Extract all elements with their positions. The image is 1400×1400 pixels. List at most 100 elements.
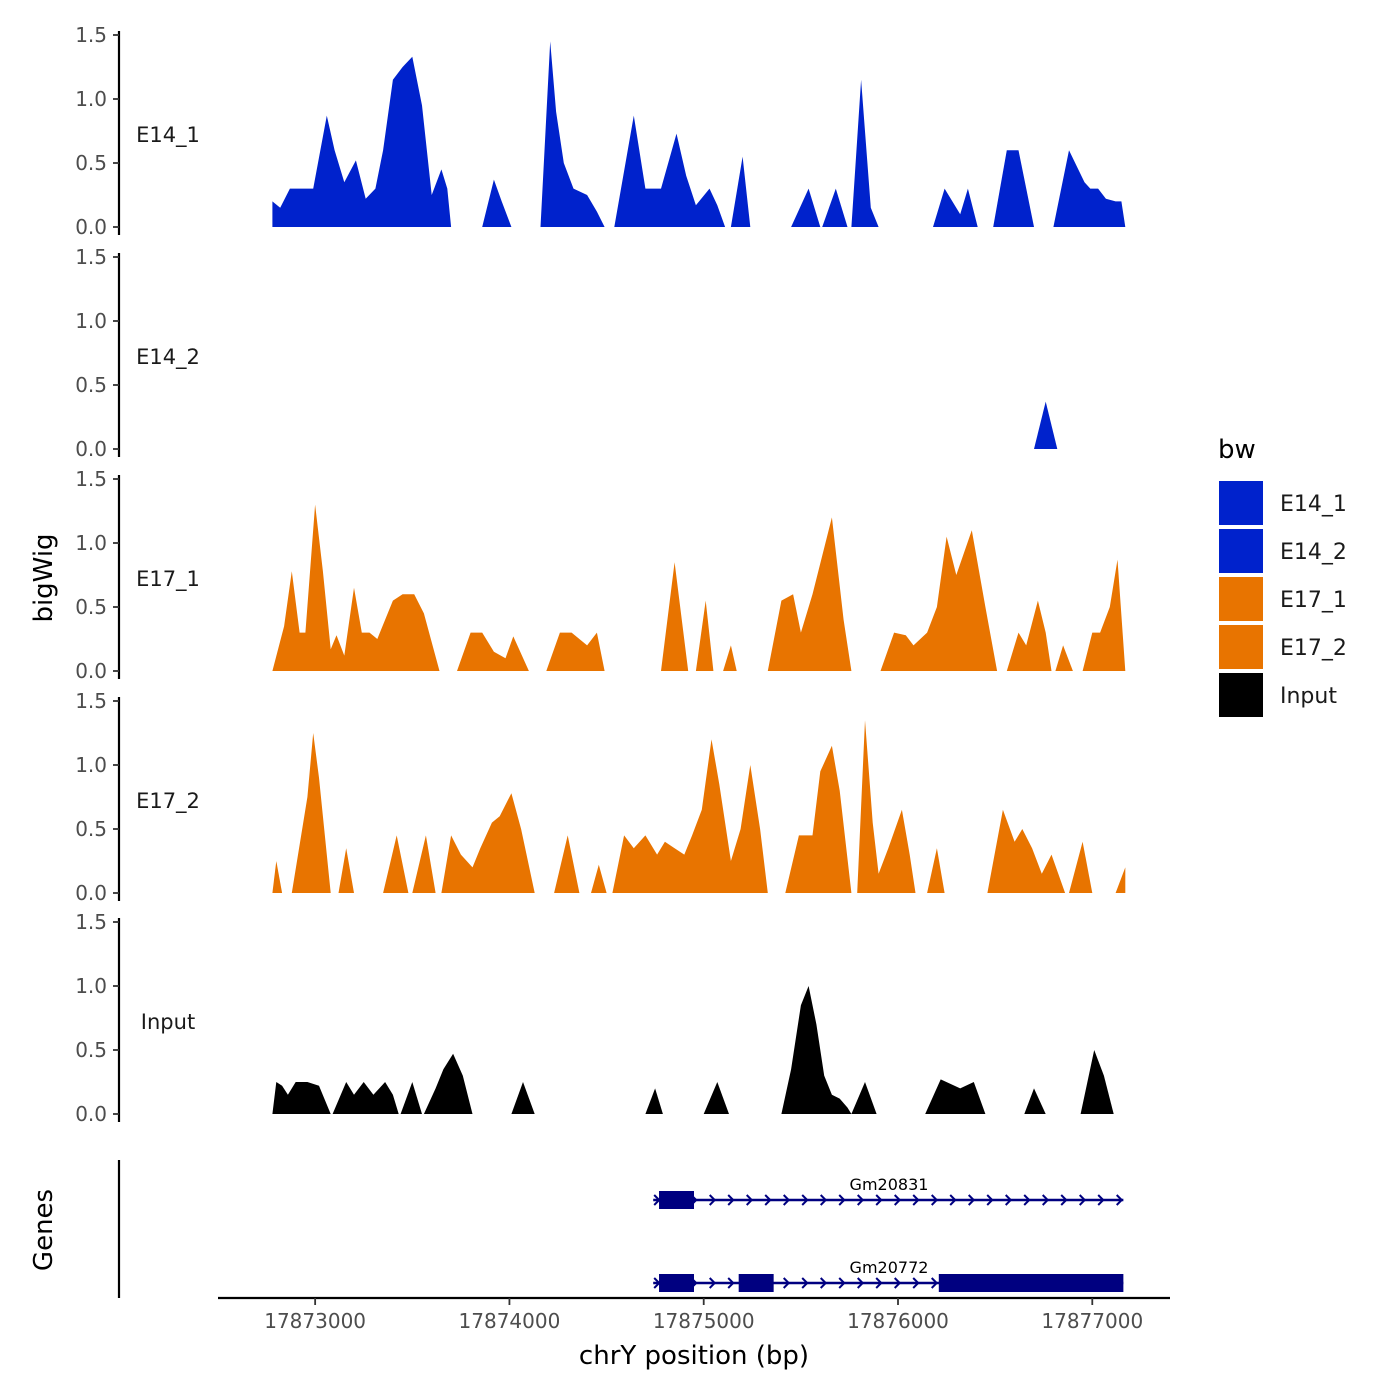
strand-arrow — [986, 1194, 994, 1206]
y-tick-label: 0.5 — [75, 595, 107, 619]
track-label: E14_1 — [136, 123, 200, 148]
y-tick-label: 0.5 — [75, 817, 107, 841]
signal-area — [851, 79, 879, 227]
signal-area — [332, 1082, 399, 1114]
strand-arrow — [930, 1194, 939, 1206]
y-tick-label: 1.0 — [75, 753, 107, 777]
y-tick-label: 0.5 — [75, 1038, 107, 1062]
legend: bw E14_1 E14_2 E17_1 E17_2 Input — [1217, 435, 1347, 719]
legend-swatch — [1217, 671, 1265, 719]
y-tick-label: 0.0 — [75, 437, 107, 461]
y-tick-label: 1.5 — [75, 689, 107, 713]
signal-area — [661, 562, 689, 671]
signal-area — [272, 504, 440, 671]
signal-area — [540, 41, 605, 228]
signal-area — [987, 809, 1066, 893]
signal-area — [1082, 559, 1126, 671]
exon — [738, 1274, 774, 1292]
strand-arrow — [856, 1194, 865, 1206]
bigwig-tracks: 0.0 0.5 1.0 1.5 E14_1 0.0 0.5 1.0 1.5 E14_2 0.0 0.5… — [75, 23, 1126, 1126]
y-tick-label: 1.0 — [75, 531, 107, 555]
exon — [659, 1274, 694, 1292]
strand-arrow — [875, 1277, 883, 1289]
legend-swatch — [1217, 479, 1265, 527]
y-tick-label: 0.0 — [75, 881, 107, 905]
track-label: E14_2 — [136, 345, 200, 370]
strand-arrow — [856, 1277, 865, 1289]
gene-name: Gm20831 — [850, 1175, 929, 1194]
strand-arrow — [893, 1277, 902, 1289]
strand-arrow — [1004, 1194, 1013, 1206]
signal-area — [412, 835, 436, 893]
signal-area — [272, 1082, 331, 1114]
signal-area — [695, 600, 714, 671]
legend-swatch — [1217, 623, 1265, 671]
strand-arrow — [782, 1194, 791, 1206]
signal-area — [781, 986, 852, 1114]
signal-area — [925, 1079, 986, 1114]
exon — [659, 1191, 694, 1209]
signal-area — [851, 1082, 877, 1114]
signal-area — [880, 530, 998, 671]
signal-area — [457, 632, 529, 671]
signal-area — [272, 861, 283, 893]
signal-area — [291, 733, 331, 893]
legend-swatch — [1217, 575, 1265, 623]
signal-area — [993, 150, 1034, 227]
strand-arrow — [1060, 1194, 1068, 1206]
track-label: E17_2 — [136, 789, 200, 814]
signal-area — [272, 56, 452, 227]
gene-Gm20772: Gm20772 — [653, 1258, 1124, 1292]
track-label: E17_1 — [136, 567, 200, 592]
y-tick-label: 1.5 — [75, 467, 107, 491]
signal-area — [822, 188, 848, 227]
signal-area — [1055, 645, 1073, 671]
signal-area — [423, 1053, 473, 1114]
strand-arrow — [745, 1194, 754, 1206]
x-tick-label: 17877000 — [1041, 1309, 1143, 1333]
signal-area — [511, 1082, 535, 1114]
exon — [938, 1274, 1124, 1292]
strand-arrow — [801, 1277, 809, 1289]
strand-arrow — [1041, 1194, 1050, 1206]
signal-area — [723, 645, 737, 671]
y-tick-label: 0.0 — [75, 215, 107, 239]
signal-area — [703, 1082, 729, 1114]
signal-area — [857, 720, 916, 893]
strand-arrow — [819, 1277, 828, 1289]
signal-area — [546, 632, 605, 671]
y-tick-label: 1.5 — [75, 23, 107, 47]
x-tick-label: 17876000 — [847, 1309, 949, 1333]
strand-arrow — [727, 1277, 735, 1289]
strand-arrow — [1078, 1194, 1087, 1206]
signal-area — [791, 188, 821, 227]
signal-area — [1024, 1088, 1046, 1114]
x-axis-title: chrY position (bp) — [579, 1341, 809, 1371]
signal-area — [482, 179, 512, 227]
y-tick-label: 1.5 — [75, 245, 107, 269]
signal-area — [1034, 401, 1058, 449]
x-tick-label: 17875000 — [653, 1309, 755, 1333]
signal-area — [591, 864, 607, 893]
strand-arrow — [819, 1194, 828, 1206]
strand-arrow — [967, 1194, 976, 1206]
strand-arrow — [727, 1194, 735, 1206]
track-Input: 0.0 0.5 1.0 1.5 Input — [75, 910, 1114, 1126]
gene-annotation-panel: Gm20831 Gm20772 — [117, 1160, 1124, 1298]
signal-area — [1069, 841, 1093, 893]
y-tick-label: 1.0 — [75, 974, 107, 998]
strand-arrow — [893, 1194, 902, 1206]
strand-arrow — [930, 1277, 939, 1289]
y-tick-label: 0.5 — [75, 373, 107, 397]
legend-label: E14_1 — [1280, 492, 1347, 517]
track-E17_1: 0.0 0.5 1.0 1.5 E17_1 — [75, 467, 1126, 683]
y-tick-label: 0.0 — [75, 1102, 107, 1126]
strand-arrow — [1115, 1194, 1124, 1206]
legend-label: E17_2 — [1280, 636, 1347, 661]
signal-area — [612, 739, 768, 893]
strand-arrow — [912, 1277, 920, 1289]
x-tick-label: 17873000 — [264, 1309, 366, 1333]
strand-arrow — [708, 1277, 717, 1289]
signal-area — [441, 793, 535, 893]
